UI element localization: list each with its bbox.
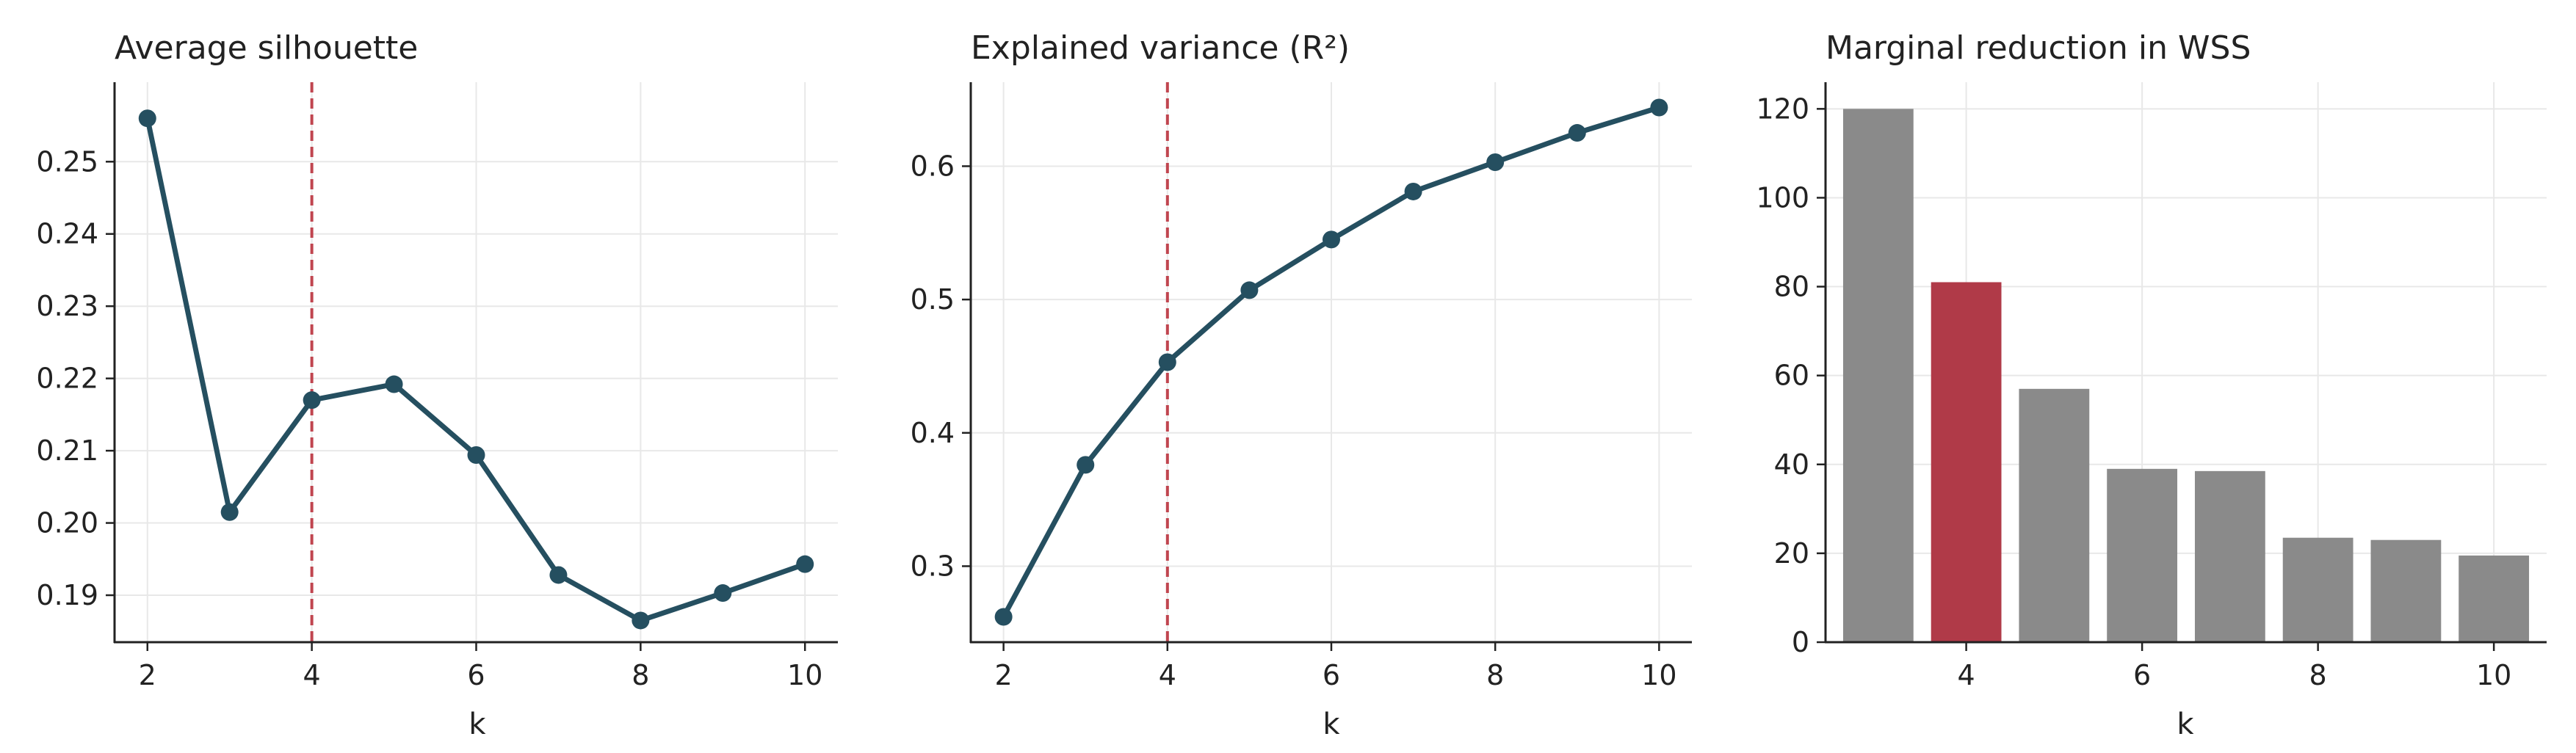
- silhouette-x-tick-label: 6: [467, 659, 485, 691]
- wss-reduction-bar-k4: [1931, 282, 2002, 642]
- explained-variance-x-tick-label: 4: [1159, 659, 1176, 691]
- wss-reduction-y-tick-label: 20: [1774, 537, 1809, 570]
- explained-variance-panel: Explained variance (R²) k 2 4 6 8 10 0.3 0.4 0.…: [911, 29, 1692, 741]
- wss-reduction-panel: Marginal reduction in WSS k 4 6 8 100204060…: [1756, 29, 2547, 741]
- silhouette-y-tick-label: 0.19: [36, 579, 98, 611]
- wss-reduction-y-tick-label: 120: [1756, 92, 1809, 125]
- silhouette-y-tick-label: 0.23: [36, 290, 98, 322]
- explained-variance-point-k10: [1650, 98, 1668, 117]
- wss-reduction-xlabel: k: [2177, 707, 2194, 741]
- wss-reduction-x-tick-label: 10: [2476, 659, 2511, 691]
- silhouette-point-k3: [220, 503, 239, 521]
- explained-variance-point-k5: [1240, 281, 1259, 299]
- explained-variance-x-tick-label: 6: [1323, 659, 1340, 691]
- wss-reduction-y-tick-label: 80: [1774, 271, 1809, 303]
- wss-reduction-bar-k5: [2019, 388, 2090, 642]
- wss-reduction-bar-k6: [2107, 468, 2178, 642]
- wss-reduction-y-tick-label: 60: [1774, 360, 1809, 392]
- silhouette-y-tick-label: 0.20: [36, 507, 98, 539]
- silhouette-point-k10: [796, 555, 814, 573]
- silhouette-point-k5: [385, 375, 403, 393]
- explained-variance-point-k3: [1077, 456, 1095, 474]
- silhouette-panel: Average silhouette k 2 4 6 8 10 0.19 0.20 0.21 0…: [36, 29, 838, 741]
- explained-variance-point-k9: [1568, 124, 1586, 142]
- wss-reduction-y-tick-label: 40: [1774, 448, 1809, 481]
- silhouette-y-tick-label: 0.24: [36, 218, 98, 250]
- explained-variance-y-tick-label: 0.6: [911, 150, 955, 182]
- wss-reduction-y-tick-label: 100: [1756, 181, 1809, 214]
- silhouette-y-tick-label: 0.25: [36, 145, 98, 178]
- silhouette-y-tick-label: 0.21: [36, 434, 98, 467]
- explained-variance-point-k2: [994, 608, 1013, 626]
- explained-variance-x-tick-label: 10: [1641, 659, 1676, 691]
- silhouette-y-tick-label: 0.22: [36, 363, 98, 395]
- wss-reduction-bar-k7: [2194, 470, 2265, 642]
- wss-reduction-x-tick-label: 4: [1958, 659, 1975, 691]
- silhouette-x-tick-label: 2: [139, 659, 156, 691]
- explained-variance-y-tick-label: 0.3: [911, 550, 955, 582]
- explained-variance-x-tick-label: 2: [995, 659, 1013, 691]
- wss-reduction-x-tick-label: 8: [2309, 659, 2327, 691]
- silhouette-title: Average silhouette: [115, 29, 418, 67]
- explained-variance-title: Explained variance (R²): [971, 29, 1350, 67]
- silhouette-point-k8: [632, 611, 650, 630]
- explained-variance-y-tick-label: 0.5: [911, 283, 955, 316]
- wss-reduction-bar-k8: [2282, 537, 2354, 642]
- wss-reduction-x-tick-label: 6: [2133, 659, 2151, 691]
- wss-reduction-bar-k9: [2370, 539, 2442, 642]
- explained-variance-xlabel: k: [1323, 707, 1340, 741]
- silhouette-point-k7: [549, 566, 568, 584]
- silhouette-x-tick-label: 8: [632, 659, 649, 691]
- silhouette-x-tick-label: 10: [787, 659, 822, 691]
- silhouette-point-k9: [714, 584, 732, 603]
- wss-reduction-bar-k10: [2459, 555, 2530, 642]
- wss-reduction-title: Marginal reduction in WSS: [1826, 29, 2251, 67]
- explained-variance-point-k8: [1486, 153, 1505, 171]
- explained-variance-point-k7: [1404, 182, 1422, 200]
- silhouette-point-k2: [138, 109, 156, 128]
- silhouette-point-k6: [467, 446, 485, 465]
- explained-variance-point-k6: [1323, 230, 1340, 249]
- silhouette-x-tick-label: 4: [303, 659, 321, 691]
- silhouette-xlabel: k: [468, 707, 486, 741]
- silhouette-point-k4: [303, 391, 321, 410]
- wss-reduction-y-tick-label: 0: [1792, 626, 1809, 658]
- wss-reduction-bar-k3: [1842, 109, 1914, 643]
- explained-variance-y-tick-label: 0.4: [911, 417, 955, 449]
- explained-variance-point-k4: [1158, 353, 1176, 371]
- explained-variance-x-tick-label: 8: [1486, 659, 1504, 691]
